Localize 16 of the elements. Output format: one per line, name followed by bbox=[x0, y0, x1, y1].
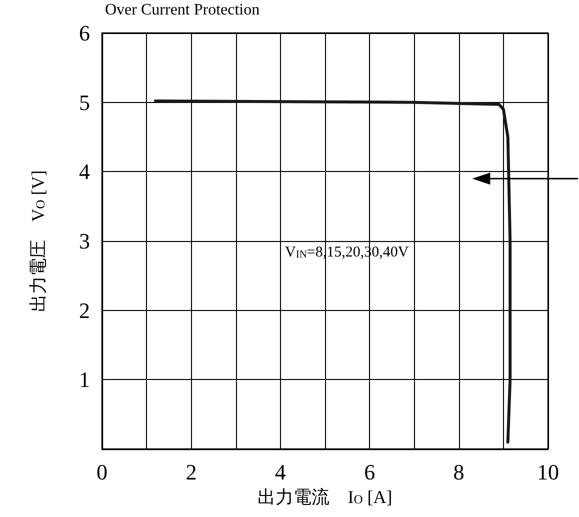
x-tick-label: 6 bbox=[364, 460, 376, 484]
y-tick-label: 1 bbox=[79, 367, 90, 392]
line-series bbox=[154, 99, 512, 444]
x-tick-label: 10 bbox=[537, 460, 559, 484]
x-tick-label: 2 bbox=[186, 460, 197, 484]
y-axis-title: 出力電圧 VO [V] bbox=[28, 170, 48, 312]
y-tick-label: 4 bbox=[79, 159, 90, 184]
x-tick-label: 8 bbox=[453, 460, 464, 484]
x-tick-label: 0 bbox=[96, 460, 108, 484]
y-tick-label: 2 bbox=[79, 298, 90, 323]
y-tick-label: 3 bbox=[79, 228, 90, 254]
x-axis-title: 出力電流 IO [A] bbox=[258, 486, 392, 507]
chart-title: Over Current Protection bbox=[105, 2, 260, 18]
y-tick-label: 5 bbox=[79, 90, 90, 115]
y-tick-label: 6 bbox=[79, 20, 90, 46]
x-tick-label: 4 bbox=[274, 460, 286, 484]
